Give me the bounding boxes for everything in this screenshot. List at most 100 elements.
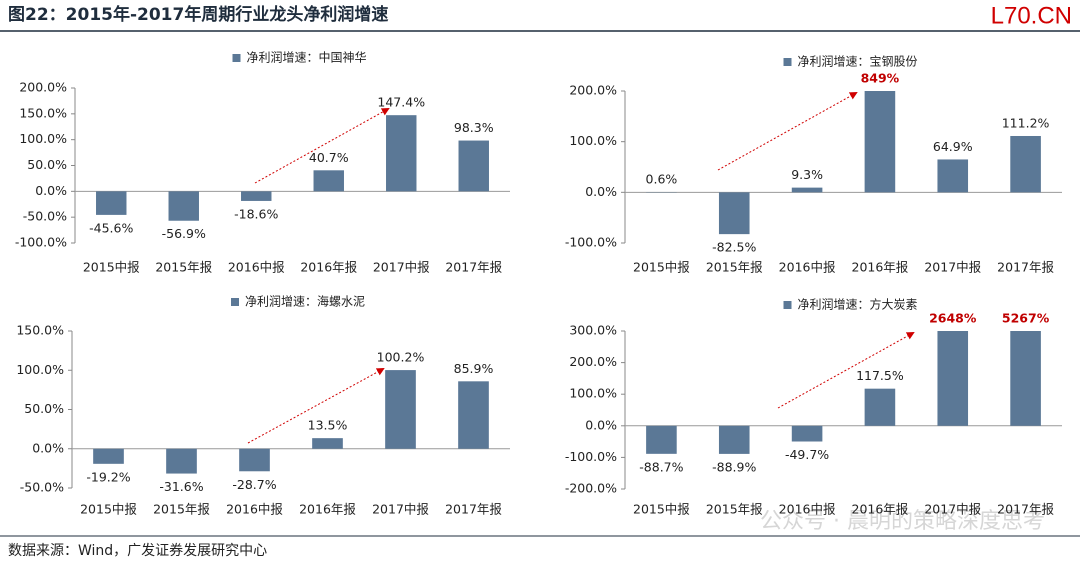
bar-chart: -100.0%-50.0%0.0%50.0%100.0%150.0%200.0%… [15,50,510,275]
y-tick-label: 50.0% [24,401,64,416]
value-label: -82.5% [712,240,756,255]
y-tick-label: 200.0% [569,83,617,98]
legend-swatch [784,301,792,309]
x-tick-label: 2015中报 [633,260,690,275]
value-label: 98.3% [454,120,494,135]
bar [166,449,197,474]
y-tick-label: 0.0% [32,440,64,455]
legend-label: 净利润增速：方大炭素 [798,297,918,312]
bar [719,192,750,234]
value-label: 147.4% [377,95,425,110]
x-tick-label: 2016年报 [300,260,357,275]
trend-arrow [718,93,856,170]
value-label: 100.2% [377,350,425,365]
bar-chart: -50.0% 0.0% 50.0% 100.0% 150.0% 2015中报 2015年报 2… [16,294,510,517]
x-tick-label: 2017中报 [373,260,430,275]
y-tick-label: 100.0% [16,362,64,377]
value-label: 64.9% [933,139,973,154]
bar [458,381,489,448]
bar [937,0,968,426]
y-tick-label: 50.0% [27,157,67,172]
y-tick-label: 150.0% [16,323,64,338]
x-tick-label: 2016中报 [779,502,836,517]
bar [865,0,896,192]
legend-label: 净利润增速：宝钢股份 [798,55,918,69]
x-tick-label: 2017年报 [445,260,502,275]
source-note: 数据来源：Wind，广发证券发展研究中心 [8,543,267,559]
x-tick-label: 2015年报 [706,502,763,517]
x-tick-label: 2017中报 [372,502,429,517]
bar-chart: -200.0%-100.0%0.0%100.0%200.0%300.0%2015… [565,0,1062,517]
bar [865,389,896,426]
legend-label: 净利润增速：海螺水泥 [245,294,365,309]
y-tick-label: 300.0% [569,323,617,338]
value-label: 0.6% [646,172,678,187]
bars [93,370,489,473]
value-label: 5267% [1002,311,1050,326]
bar [792,188,823,193]
bar [386,115,416,191]
y-tick-label: -50.0% [23,209,67,224]
value-label: 2648% [929,311,977,326]
value-label: -88.7% [639,459,683,474]
figure-title: 图22：2015年-2017年周期行业龙头净利润增速 [8,4,388,25]
y-tick-label: -50.0% [20,480,64,495]
y-tick-label: 100.0% [569,386,617,401]
value-label: 9.3% [791,167,823,182]
value-label: 85.9% [454,361,494,376]
bar [1010,136,1041,192]
bar [1010,0,1041,426]
value-label: -28.7% [232,477,276,492]
bars [646,0,1041,234]
x-tick-label: 2016中报 [226,502,283,517]
bars [96,115,489,221]
y-tick-label: 100.0% [19,131,67,146]
bar [241,191,271,201]
legend-swatch [784,58,792,66]
bar [314,170,344,191]
x-tick-label: 2017年报 [445,502,502,517]
x-tick-label: 2017年报 [997,502,1054,517]
value-label: -19.2% [86,469,130,484]
y-tick-label: 0.0% [585,184,617,199]
value-label: -45.6% [89,220,133,235]
x-tick-label: 2015中报 [80,502,137,517]
value-label: -31.6% [159,479,203,494]
y-tick-label: 200.0% [19,80,67,95]
x-tick-label: 2015年报 [153,502,210,517]
x-tick-label: 2015中报 [83,260,140,275]
x-tick-label: 2016年报 [852,260,909,275]
value-label: 13.5% [308,418,348,433]
x-tick-label: 2016中报 [228,260,285,275]
x-tick-label: 2017中报 [924,502,981,517]
x-tick-label: 2016年报 [852,502,909,517]
y-tick-label: 0.0% [35,183,67,198]
x-tick-label: 2017年报 [997,260,1054,275]
bar [646,426,677,454]
value-label: 111.2% [1002,115,1050,130]
bar [459,141,489,192]
legend-swatch [233,54,241,62]
x-tick-label: 2016年报 [299,502,356,517]
value-label: -49.7% [785,447,829,462]
y-tick-label: 150.0% [19,105,67,120]
x-tick-label: 2017中报 [924,260,981,275]
y-tick-label: 200.0% [569,354,617,369]
y-tick-label: 0.0% [585,417,617,432]
y-tick-label: -100.0% [565,235,617,250]
value-label: -88.9% [712,459,756,474]
x-tick-label: 2016中报 [779,260,836,275]
bar [96,191,126,215]
value-label: 117.5% [856,368,904,383]
value-label: -18.6% [234,206,278,221]
legend-swatch [231,298,239,306]
y-tick-label: -100.0% [565,449,617,464]
logo: L70.CN [991,2,1072,29]
value-label: 40.7% [309,150,349,165]
bar [93,449,124,464]
value-label: 849% [861,71,900,86]
bar [385,370,416,449]
y-tick-label: 100.0% [569,133,617,148]
